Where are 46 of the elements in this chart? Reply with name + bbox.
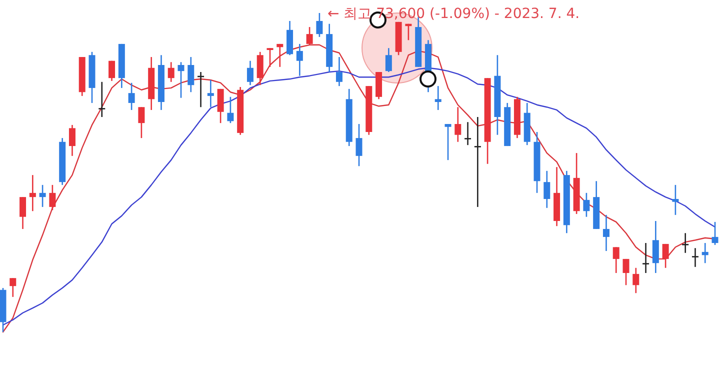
candlestick bbox=[10, 277, 16, 298]
candlestick bbox=[207, 79, 214, 108]
candlestick bbox=[227, 96, 234, 124]
candlestick bbox=[712, 221, 718, 246]
candlestick bbox=[544, 170, 550, 209]
candlestick bbox=[138, 106, 145, 139]
candlestick bbox=[692, 247, 698, 268]
candlestick bbox=[168, 61, 174, 83]
candlestick bbox=[256, 51, 264, 86]
candlestick bbox=[632, 267, 640, 294]
candlestick bbox=[356, 123, 362, 167]
candlestick bbox=[662, 243, 669, 269]
candlestick bbox=[266, 47, 274, 68]
candlestick bbox=[464, 121, 472, 146]
candlestick bbox=[642, 242, 650, 274]
candlestick bbox=[188, 56, 194, 93]
candlestick bbox=[385, 47, 392, 73]
candlestick bbox=[602, 214, 610, 252]
candlestick bbox=[39, 184, 46, 208]
candlestick bbox=[29, 174, 36, 212]
candlestick bbox=[682, 232, 689, 254]
candlestick bbox=[444, 123, 452, 161]
candlestick bbox=[246, 60, 254, 86]
candlestick bbox=[405, 23, 412, 41]
candlestick bbox=[652, 220, 659, 274]
candlestick bbox=[622, 258, 630, 286]
candlestick bbox=[178, 61, 184, 99]
candlestick bbox=[454, 106, 462, 143]
candlestick bbox=[583, 192, 590, 218]
candlestick bbox=[49, 184, 56, 211]
candlestick bbox=[296, 43, 303, 76]
candlestick bbox=[217, 88, 224, 124]
candlestick bbox=[336, 56, 342, 87]
candlestick bbox=[672, 184, 679, 216]
candlestick bbox=[434, 85, 442, 111]
candlestick bbox=[98, 81, 106, 118]
candlestick bbox=[68, 124, 76, 157]
candlestick bbox=[316, 12, 323, 38]
candlestick bbox=[474, 116, 481, 208]
candlestick bbox=[702, 242, 708, 264]
candlestick bbox=[276, 43, 284, 68]
candlestick bbox=[128, 82, 135, 111]
candlestick bbox=[306, 26, 313, 46]
candlestick bbox=[612, 246, 620, 274]
candlestick bbox=[20, 196, 26, 230]
candlestick bbox=[108, 60, 116, 82]
